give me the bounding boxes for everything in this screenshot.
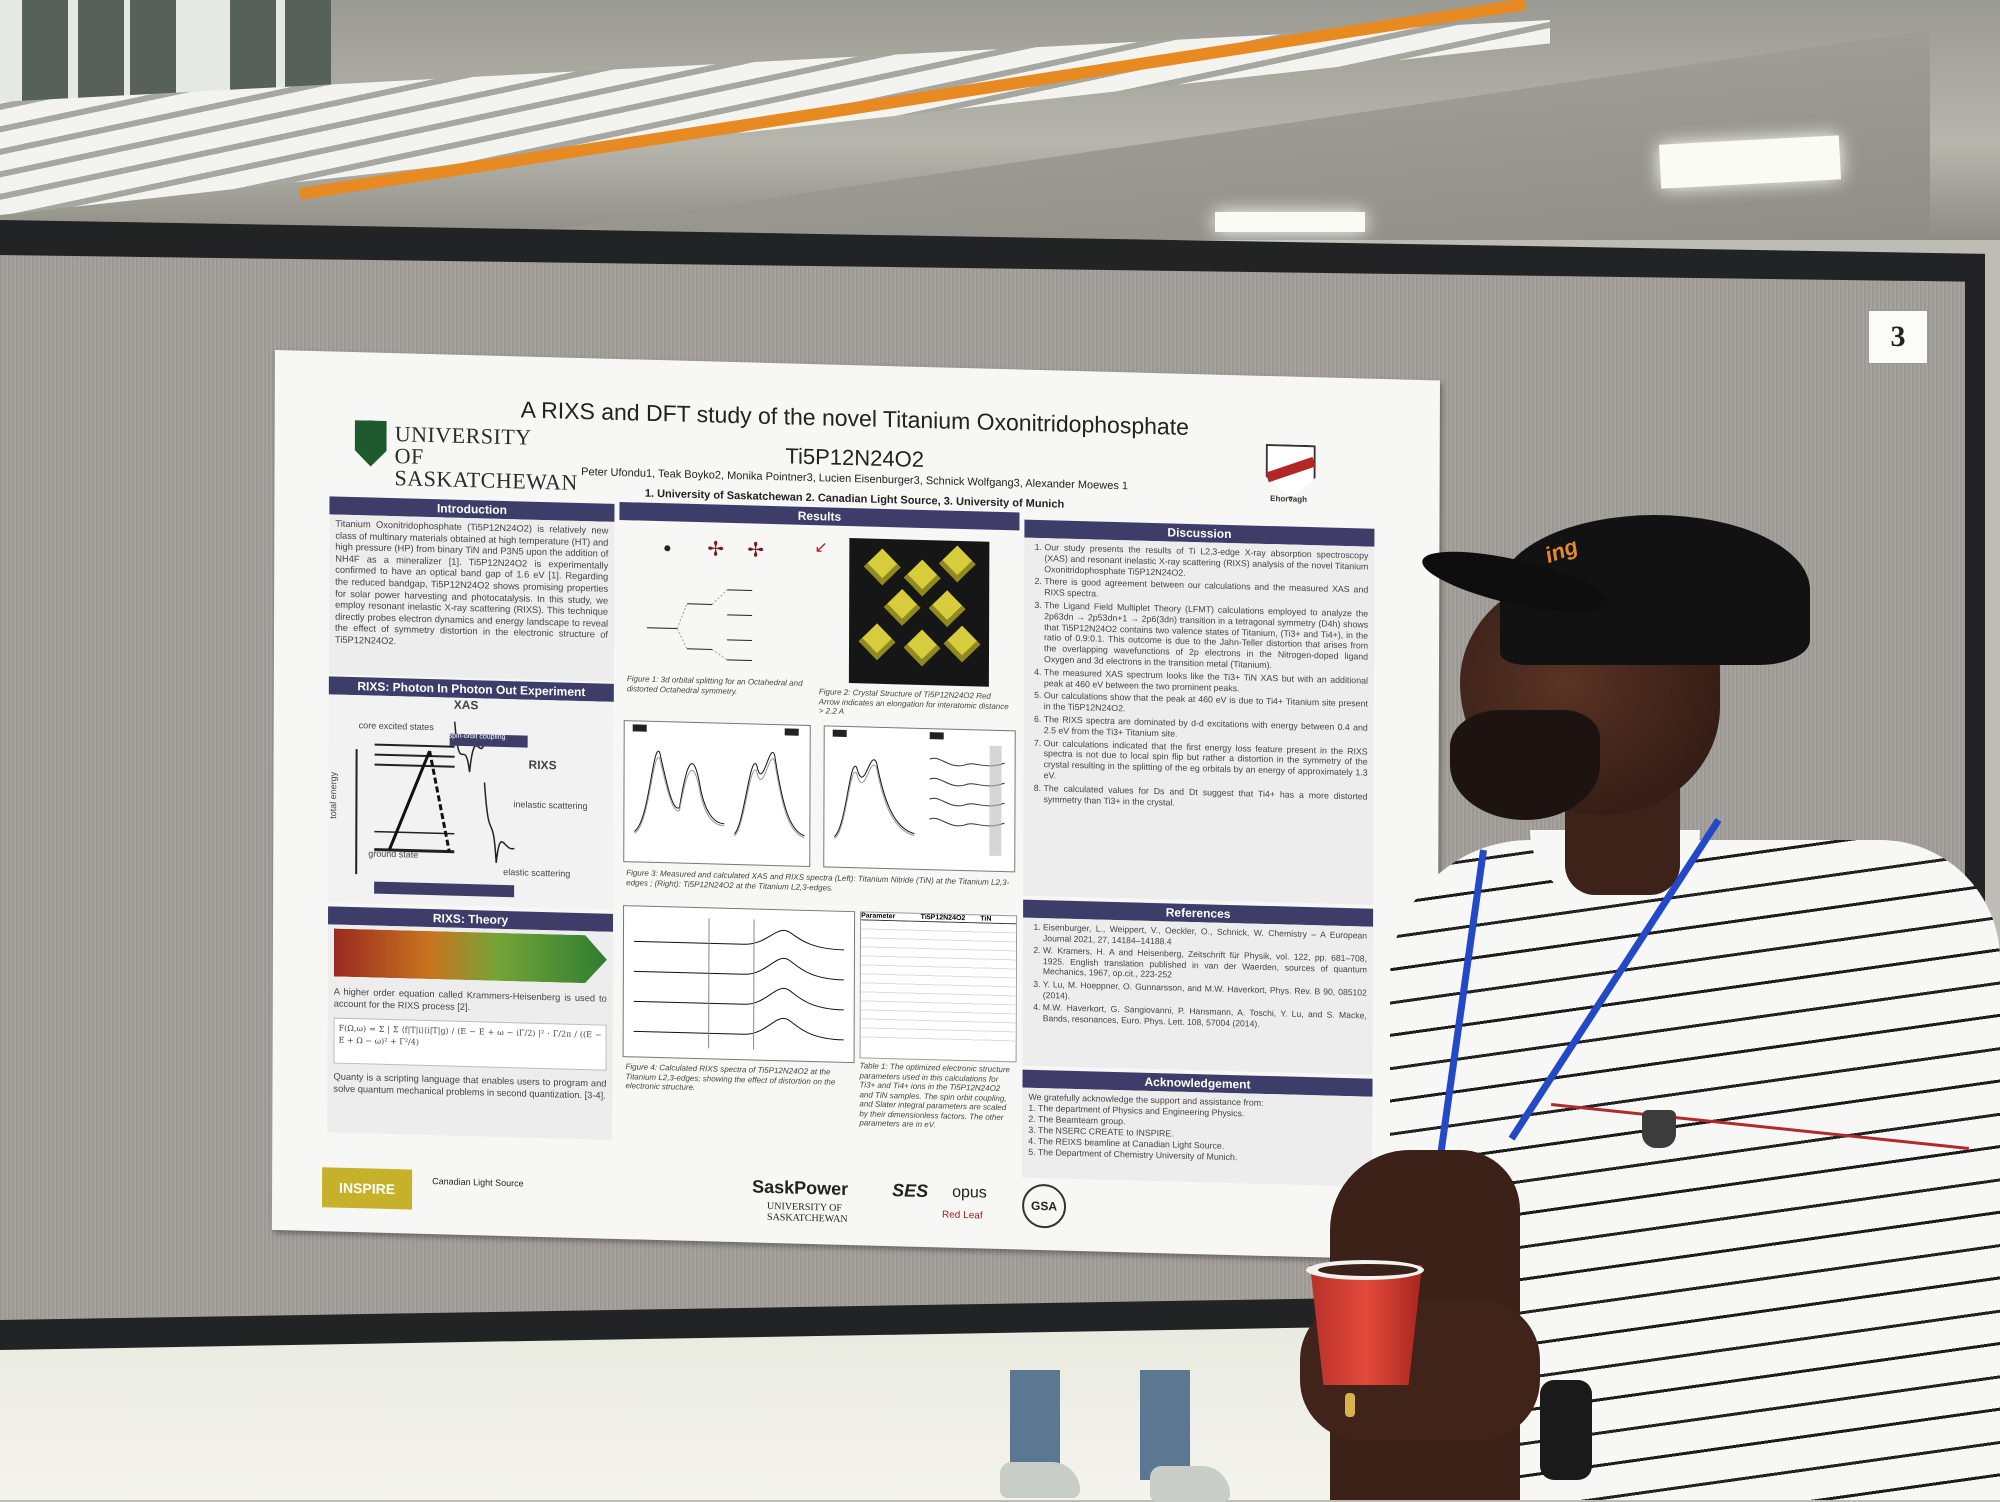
introduction-text: Titanium Oxonitridophosphate (Ti5P12N24O… [329, 514, 615, 681]
table-header: TiN [980, 915, 1016, 923]
column-right: Discussion Our study presents the result… [1022, 520, 1374, 1187]
person-legs [1000, 1370, 1210, 1500]
poster-title: A RIXS and DFT study of the novel Titani… [445, 394, 1265, 442]
rixs-label: RIXS [529, 760, 557, 772]
ceiling-light [1215, 212, 1365, 232]
orbital-splitting-figure: ✢ ✢ [627, 527, 813, 682]
inelastic-label: inelastic scattering [513, 799, 587, 813]
ses-logo: SES [892, 1180, 928, 1202]
ceiling-light [1659, 135, 1841, 188]
column-results: Results ✢ ✢ Figure 1: 3d orbital splitti… [617, 502, 1019, 1112]
discussion-item: The Ligand Field Multiplet Theory (LFMT)… [1044, 600, 1368, 673]
svg-text:✢: ✢ [707, 538, 724, 560]
window-pane [78, 0, 124, 110]
discussion-body: Our study presents the results of Ti L2,… [1023, 538, 1374, 905]
inspire-logo: INSPIRE [322, 1167, 412, 1209]
theory-text-1: A higher order equation called Krammers-… [334, 987, 607, 1017]
discussion-item: Our calculations indicated that the firs… [1044, 738, 1368, 790]
crest-logo: Ehorvagh [1260, 436, 1318, 508]
theory-arrow-graphic [334, 929, 607, 984]
ground-state-label: ground state [368, 848, 418, 861]
figure4-caption: Figure 4: Calculated RIXS spectra of Ti5… [625, 1062, 855, 1097]
rixs-calculated-plot [623, 905, 856, 1063]
parameter-table: Parameter Ti5P12N24O2 TiN [860, 911, 1018, 1062]
acknowledgement-body: We gratefully acknowledge the support an… [1022, 1088, 1372, 1187]
uofs-small-logo: UNIVERSITY OF SASKATCHEWAN [767, 1201, 877, 1226]
elastic-label: elastic scattering [503, 867, 570, 880]
coffee-cup [1310, 1265, 1422, 1385]
theory-text-2: Quanty is a scripting language that enab… [333, 1072, 606, 1102]
references-body: Eisenburger, L., Weippert, V., Oeckler, … [1023, 918, 1374, 1075]
red-leaf-logo: Red Leaf [942, 1209, 983, 1221]
crystal-structure-image [849, 538, 990, 687]
column-left: Introduction Titanium Oxonitridophosphat… [327, 496, 614, 1139]
window-pane [22, 0, 68, 110]
table1-caption: Table 1: The optimized electronic struct… [859, 1061, 1014, 1132]
ring-icon [1345, 1393, 1355, 1417]
opus-logo: opus [952, 1184, 987, 1203]
coffee [1318, 1264, 1418, 1276]
xas-rixs-plot-tin [623, 720, 810, 867]
crest-motto: Ehorvagh [1260, 494, 1318, 505]
shirt-badge-icon [1642, 1110, 1676, 1148]
saskpower-logo: SaskPower [752, 1176, 848, 1200]
elongation-arrow-icon: ↙ [814, 537, 827, 557]
gsa-logo: GSA [1022, 1184, 1066, 1229]
figure3-caption: Figure 3: Measured and calculated XAS an… [626, 868, 1011, 897]
university-shield-icon [355, 420, 387, 467]
wristwatch-icon [1540, 1380, 1592, 1480]
research-poster: UNIVERSITY OF SASKATCHEWAN A RIXS and DF… [272, 350, 1440, 1260]
beard [1450, 710, 1600, 820]
cls-logo: Canadian Light Source [432, 1176, 532, 1189]
rixs-theory-body: A higher order equation called Krammers-… [327, 924, 613, 1139]
core-excited-label: core excited states [359, 720, 434, 734]
xas-rixs-plot-sample [823, 725, 1015, 872]
board-number: 3 [1868, 310, 1928, 364]
spin-orbit-label: spin-orbit coupling [449, 731, 506, 744]
table-rows [861, 920, 1016, 1044]
kramers-heisenberg-equation: F(Ω,ω) = Σ | Σ ⟨f|T|i⟩⟨i|T|g⟩ / (E − E +… [334, 1018, 607, 1071]
total-energy-label: total energy [328, 772, 340, 819]
rixs-diagram: XAS core excited states spin-orbit coupl… [328, 694, 614, 909]
xas-label: XAS [454, 700, 479, 712]
figure2-caption: Figure 2: Crystal Structure of Ti5P12N24… [819, 687, 1009, 720]
figure1-caption: Figure 1: 3d orbital splitting for an Oc… [627, 674, 807, 698]
svg-text:✢: ✢ [747, 539, 764, 561]
